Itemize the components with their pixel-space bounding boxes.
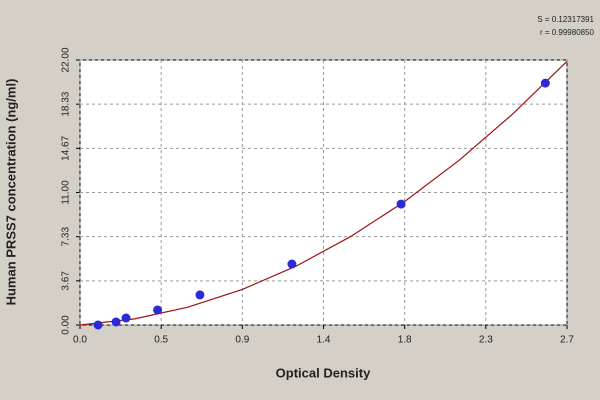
data-point xyxy=(195,290,205,300)
annotation: S = 0.12317391 xyxy=(537,15,594,24)
data-point xyxy=(287,259,297,269)
data-point xyxy=(540,78,550,88)
data-point xyxy=(111,317,121,327)
y-tick-label: 3.67 xyxy=(61,271,72,291)
x-tick-label: 2.3 xyxy=(479,335,493,346)
x-tick-label: 1.8 xyxy=(398,335,412,346)
y-axis-title: Human PRSS7 concentration (ng/ml) xyxy=(3,79,18,306)
x-tick-label: 0.9 xyxy=(235,335,249,346)
x-tick-label: 2.7 xyxy=(560,335,574,346)
y-tick-label: 14.67 xyxy=(61,135,72,160)
x-tick-label: 1.4 xyxy=(317,335,331,346)
y-tick-label: 11.00 xyxy=(61,180,72,205)
y-tick-label: 18.33 xyxy=(61,91,72,116)
data-point xyxy=(153,305,163,315)
data-point xyxy=(93,320,103,330)
data-point xyxy=(396,199,406,209)
data-point xyxy=(121,313,131,323)
x-axis-title: Optical Density xyxy=(276,365,371,380)
fit-curve xyxy=(79,60,568,326)
y-tick-label: 0.00 xyxy=(61,315,72,335)
y-tick-label: 7.33 xyxy=(61,227,72,247)
x-tick-label: 0.0 xyxy=(73,335,87,346)
annotation: r = 0.99980850 xyxy=(540,28,595,37)
x-tick-label: 0.5 xyxy=(154,335,168,346)
y-tick-label: 22.00 xyxy=(61,47,72,72)
